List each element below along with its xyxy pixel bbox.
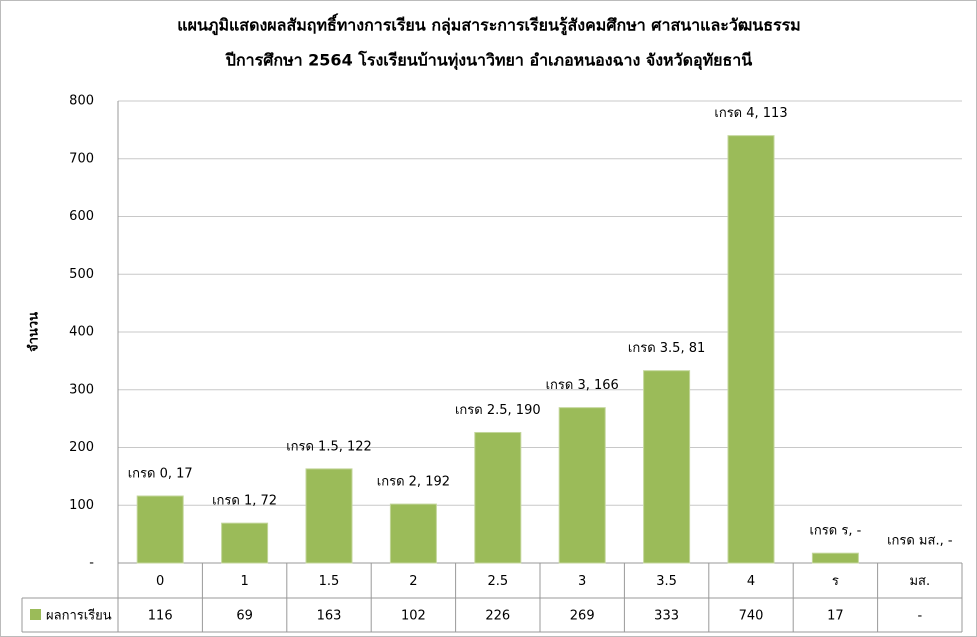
bar-label: เกรด 0, 17 <box>128 467 193 482</box>
y-tick-label: 100 <box>69 498 94 513</box>
bar-label: เกรด 4, 113 <box>714 106 787 121</box>
table-value: 116 <box>148 609 173 624</box>
y-tick-label: 700 <box>69 151 94 166</box>
bar-label: เกรด มส., - <box>887 534 953 549</box>
table-value: 269 <box>570 609 595 624</box>
category-label: มส. <box>909 574 930 589</box>
category-label: 0 <box>156 574 164 589</box>
bar-label: เกรด ร, - <box>809 524 861 539</box>
y-tick-label: 800 <box>69 94 94 109</box>
table-value: 333 <box>654 609 679 624</box>
y-tick-label: 600 <box>69 209 94 224</box>
table-value: 69 <box>236 609 253 624</box>
table-value: 163 <box>317 609 342 624</box>
legend-swatch <box>30 609 41 620</box>
bar <box>811 552 859 564</box>
y-axis-title: จำนวน <box>26 312 42 352</box>
bar <box>643 370 691 564</box>
bar-label: เกรด 2.5, 190 <box>455 403 541 418</box>
bar <box>136 495 184 564</box>
category-label: 1.5 <box>319 574 340 589</box>
y-tick-label: 500 <box>69 267 94 282</box>
bar <box>305 468 353 564</box>
bar <box>389 503 437 564</box>
chart-title: แผนภูมิแสดงผลสัมฤทธิ์ทางการเรียน กลุ่มสา… <box>177 14 800 37</box>
table-value: 17 <box>827 609 844 624</box>
category-label: 4 <box>747 574 755 589</box>
chart-subtitle: ปีการศึกษา 2564 โรงเรียนบ้านทุ่งนาวิทยา … <box>224 50 752 71</box>
category-label: 1 <box>240 574 248 589</box>
table-value: 740 <box>739 609 764 624</box>
legend-label: ผลการเรียน <box>46 608 112 624</box>
category-label: 3.5 <box>656 574 677 589</box>
bar <box>221 522 269 564</box>
table-value: - <box>917 609 922 624</box>
category-label: ร <box>832 574 839 589</box>
category-label: 2 <box>409 574 417 589</box>
bar-label: เกรด 2, 192 <box>377 475 450 490</box>
bar <box>474 431 522 564</box>
bar-label: เกรด 1.5, 122 <box>286 439 372 454</box>
table-value: 226 <box>485 609 510 624</box>
category-label: 3 <box>578 574 586 589</box>
category-label: 2.5 <box>487 574 508 589</box>
table-value: 102 <box>401 609 426 624</box>
bar-label: เกรด 3.5, 81 <box>628 341 705 356</box>
y-tick-label: 300 <box>69 382 94 397</box>
y-tick-label: 200 <box>69 440 94 455</box>
bar <box>558 407 606 564</box>
bar-label: เกรด 3, 166 <box>546 378 619 393</box>
y-tick-label: - <box>89 556 94 571</box>
y-tick-label: 400 <box>69 325 94 340</box>
bar <box>727 135 775 564</box>
bar-label: เกรด 1, 72 <box>212 494 277 509</box>
